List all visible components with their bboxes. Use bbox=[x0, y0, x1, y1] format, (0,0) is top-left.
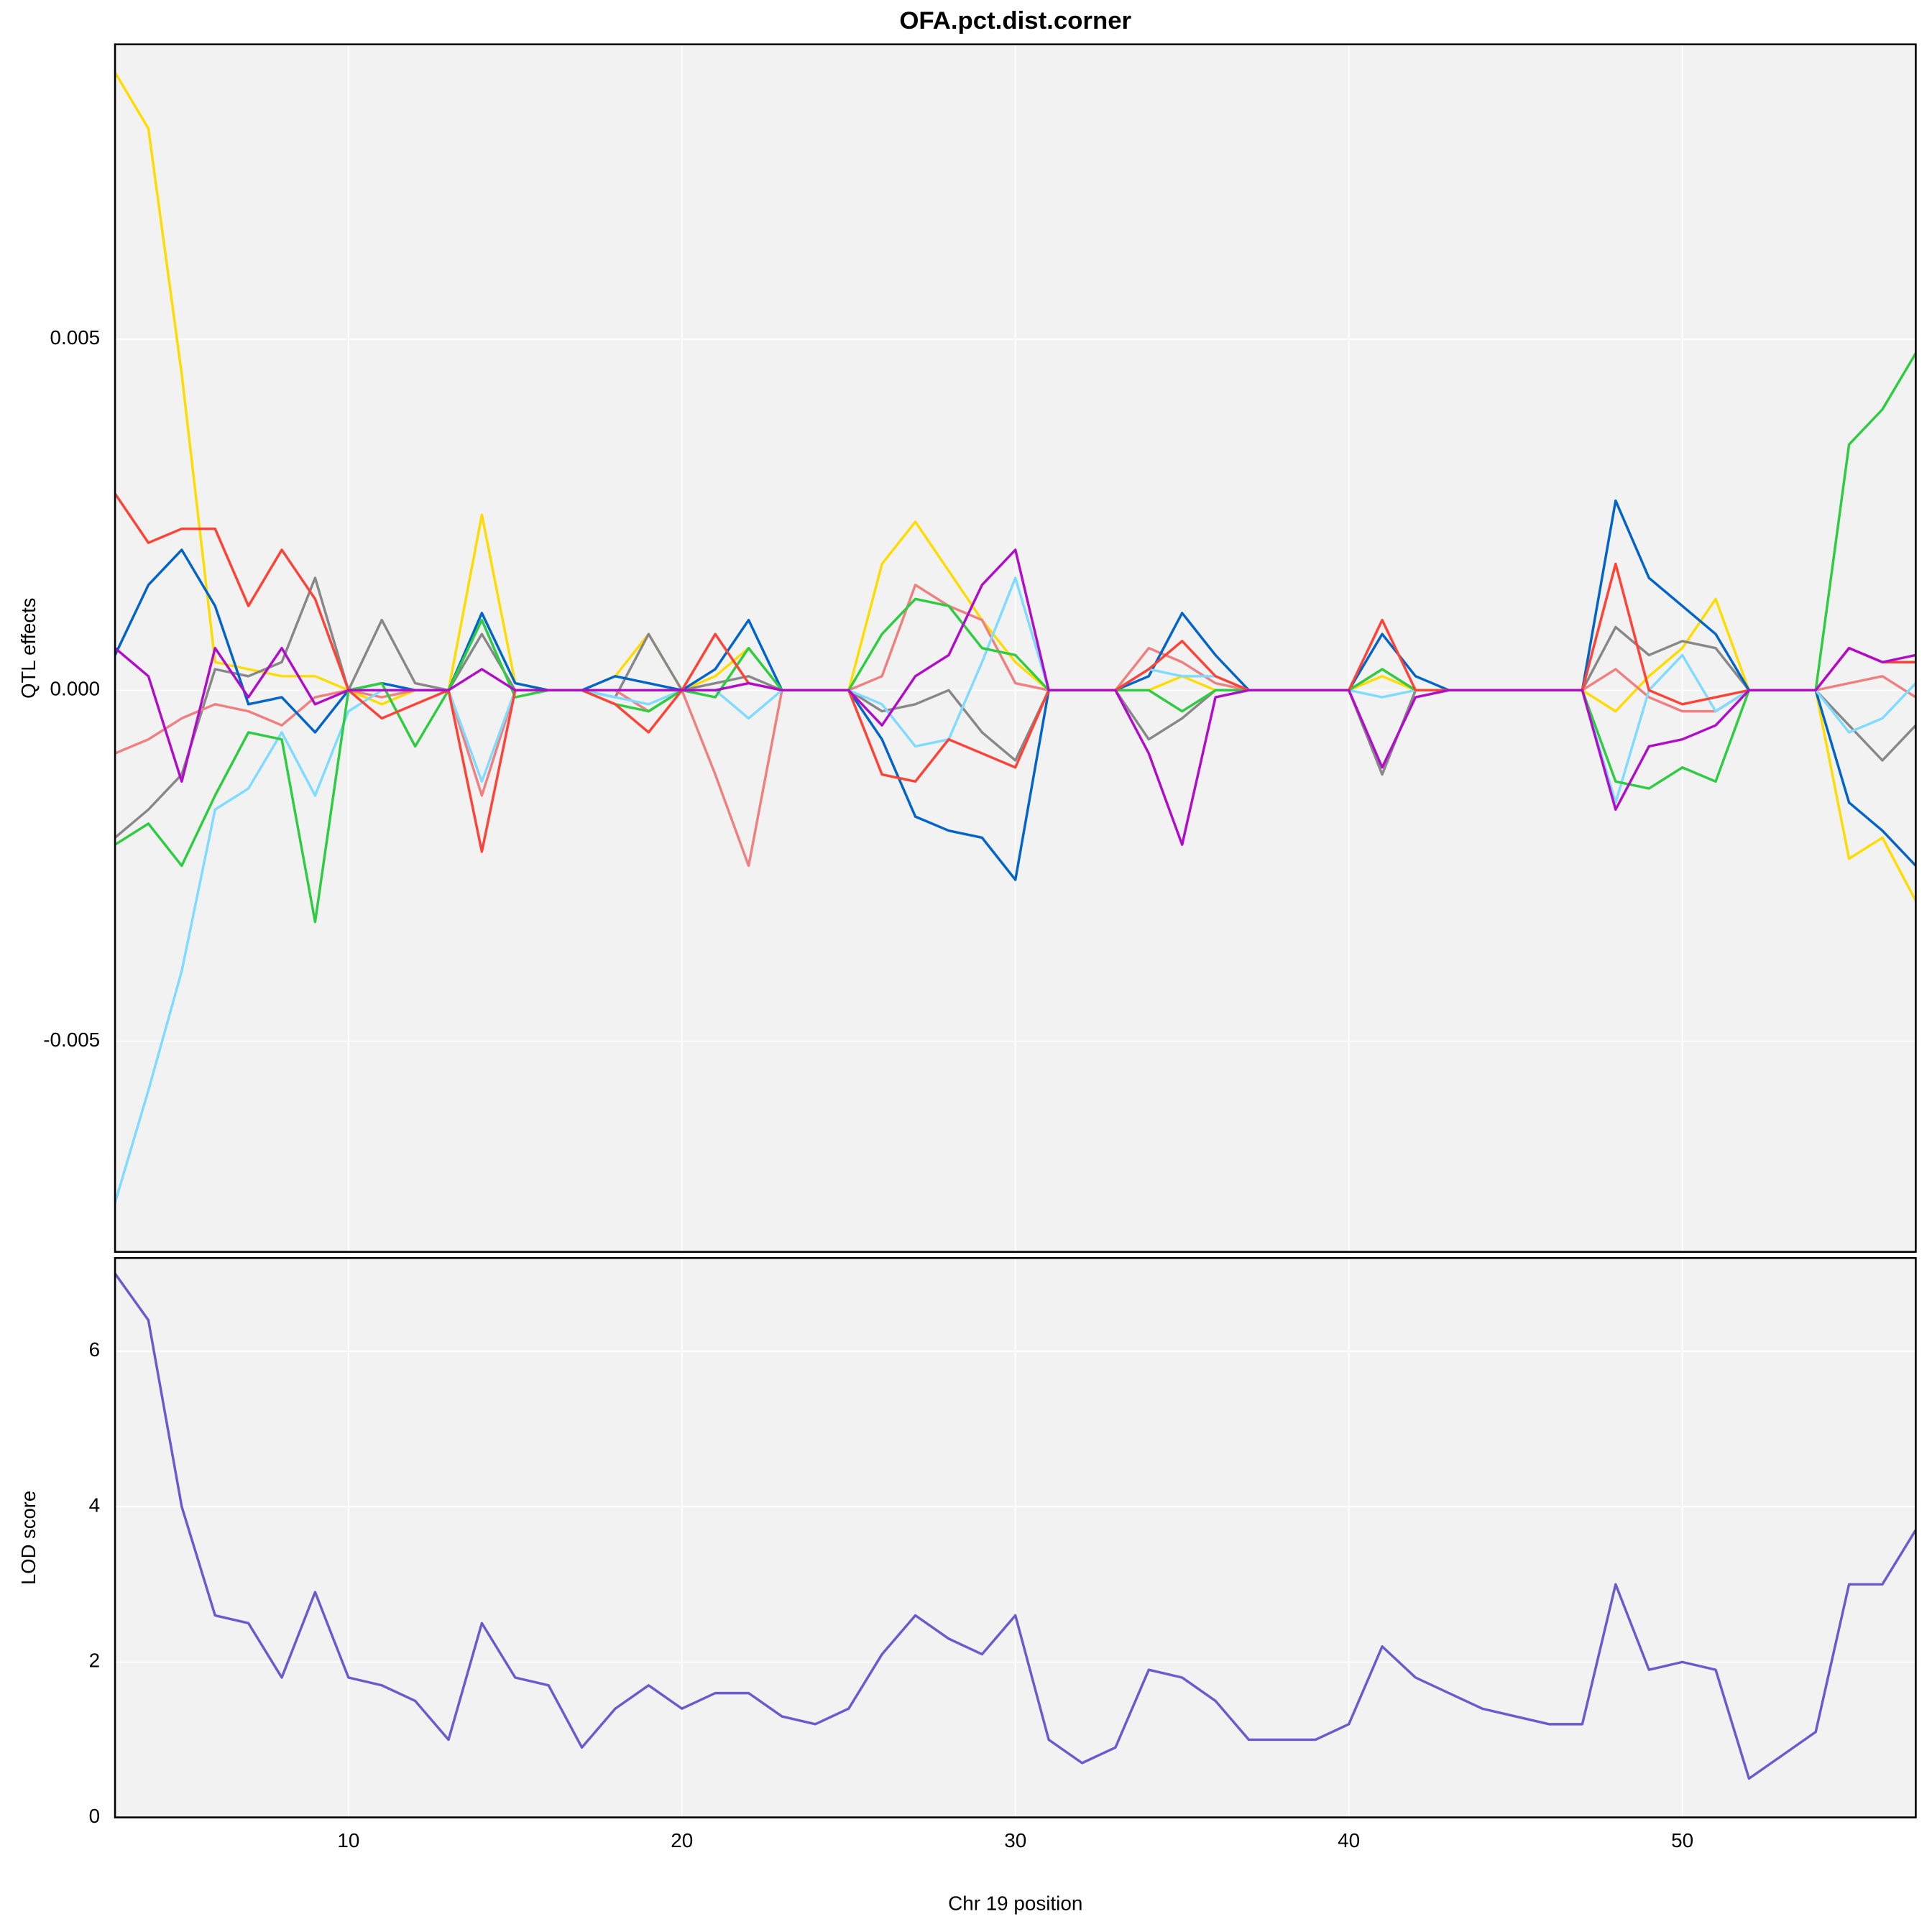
data-line bbox=[114, 576, 1917, 839]
y-tick-label: 6 bbox=[89, 1338, 100, 1361]
plot-frame bbox=[114, 43, 1917, 1253]
y-tick-label: 0.005 bbox=[50, 326, 101, 349]
x-axis-label: Chr 19 position bbox=[948, 1892, 1082, 1915]
data-line bbox=[114, 352, 1917, 924]
data-line bbox=[114, 1272, 1917, 1780]
plot-frame bbox=[114, 1256, 1917, 1818]
y-tick-label: 2 bbox=[89, 1650, 100, 1672]
data-line bbox=[114, 492, 1916, 853]
x-tick-label: 20 bbox=[671, 1829, 693, 1852]
y-axis-label: QTL effects bbox=[17, 598, 40, 699]
chart-title: OFA.pct.dist.corner bbox=[899, 7, 1131, 34]
y-tick-label: 4 bbox=[89, 1494, 100, 1517]
y-tick-label: 0 bbox=[89, 1805, 100, 1827]
x-tick-label: 40 bbox=[1338, 1829, 1360, 1852]
x-tick-label: 30 bbox=[1004, 1829, 1026, 1852]
y-tick-label: -0.005 bbox=[43, 1029, 100, 1051]
data-line bbox=[114, 548, 1916, 846]
y-tick-label: 0.000 bbox=[50, 678, 101, 700]
x-tick-label: 50 bbox=[1671, 1829, 1693, 1852]
y-axis-label: LOD score bbox=[17, 1491, 40, 1585]
x-tick-label: 10 bbox=[337, 1829, 359, 1852]
